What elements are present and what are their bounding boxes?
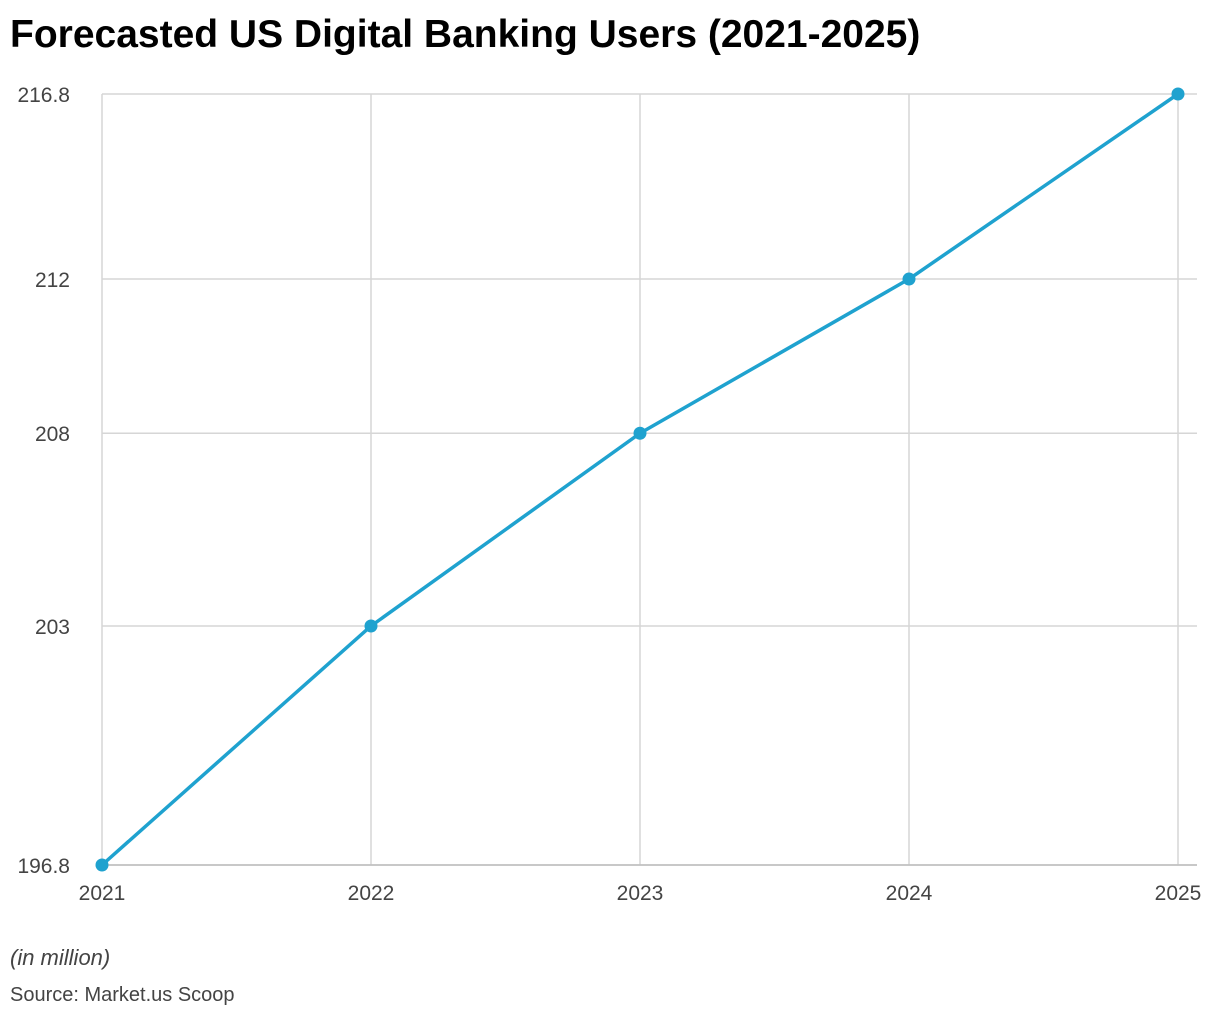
data-point — [1171, 87, 1185, 101]
y-tick-label: 196.8 — [17, 855, 70, 878]
x-tick-label: 2024 — [886, 882, 933, 905]
data-point — [95, 858, 109, 872]
source-note: Source: Market.us Scoop — [10, 984, 235, 1006]
data-point — [902, 272, 916, 286]
x-tick-label: 2023 — [617, 882, 664, 905]
x-tick-label: 2021 — [79, 882, 126, 905]
chart-title: Forecasted US Digital Banking Users (202… — [10, 13, 921, 56]
y-tick-label: 216.8 — [17, 84, 70, 107]
data-point — [633, 426, 647, 440]
y-tick-label: 212 — [35, 269, 70, 292]
y-tick-label: 208 — [35, 423, 70, 446]
series — [95, 87, 1185, 872]
unit-note: (in million) — [10, 945, 111, 970]
data-point — [364, 619, 378, 633]
y-tick-label: 203 — [35, 616, 70, 639]
grid — [101, 93, 1197, 866]
x-tick-label: 2025 — [1155, 882, 1202, 905]
x-tick-label: 2022 — [348, 882, 395, 905]
axis-ticks: 196.8 203 208 212 216.8 2021 2022 2023 2024 2025 — [17, 84, 1201, 905]
